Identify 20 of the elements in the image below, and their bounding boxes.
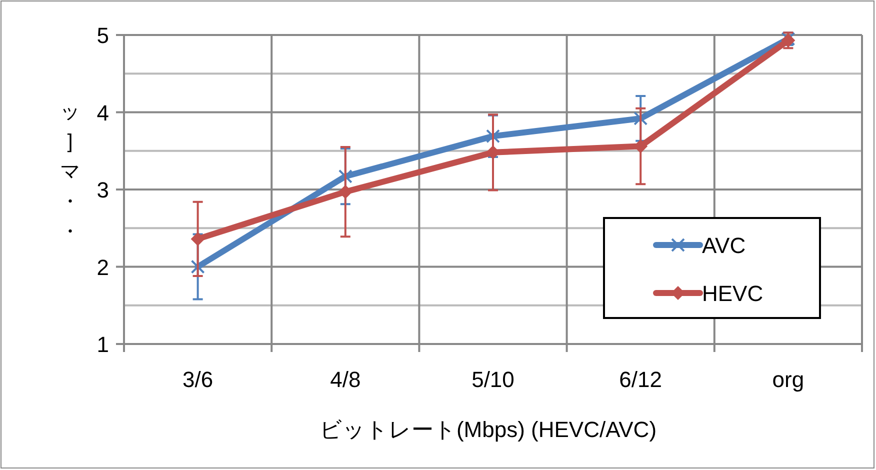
x-tick-label: 6/12 xyxy=(619,367,662,392)
x-tick-label: 3/6 xyxy=(182,367,214,392)
x-tick-label: 5/10 xyxy=(472,367,514,392)
y-tick-label: 4 xyxy=(96,100,109,126)
x-axis-title: ビットレート(Mbps) (HEVC/AVC) xyxy=(319,417,657,442)
y-tick-label: 3 xyxy=(96,178,109,202)
y-tick-label: 2 xyxy=(96,254,109,280)
point xyxy=(190,232,205,246)
point xyxy=(338,184,352,199)
point xyxy=(486,129,500,144)
y-axis-title: ッ]マ・・ xyxy=(60,101,80,243)
legend-label: AVC xyxy=(702,233,746,258)
point xyxy=(634,111,648,126)
point xyxy=(190,260,205,274)
y-tick-label: 5 xyxy=(96,23,109,48)
x-tick-label: 4/8 xyxy=(330,367,361,392)
point xyxy=(338,169,352,184)
legend-label: HEVC xyxy=(702,281,764,306)
y-tick-label: 1 xyxy=(96,332,109,357)
x-tick-label: org xyxy=(772,367,804,392)
